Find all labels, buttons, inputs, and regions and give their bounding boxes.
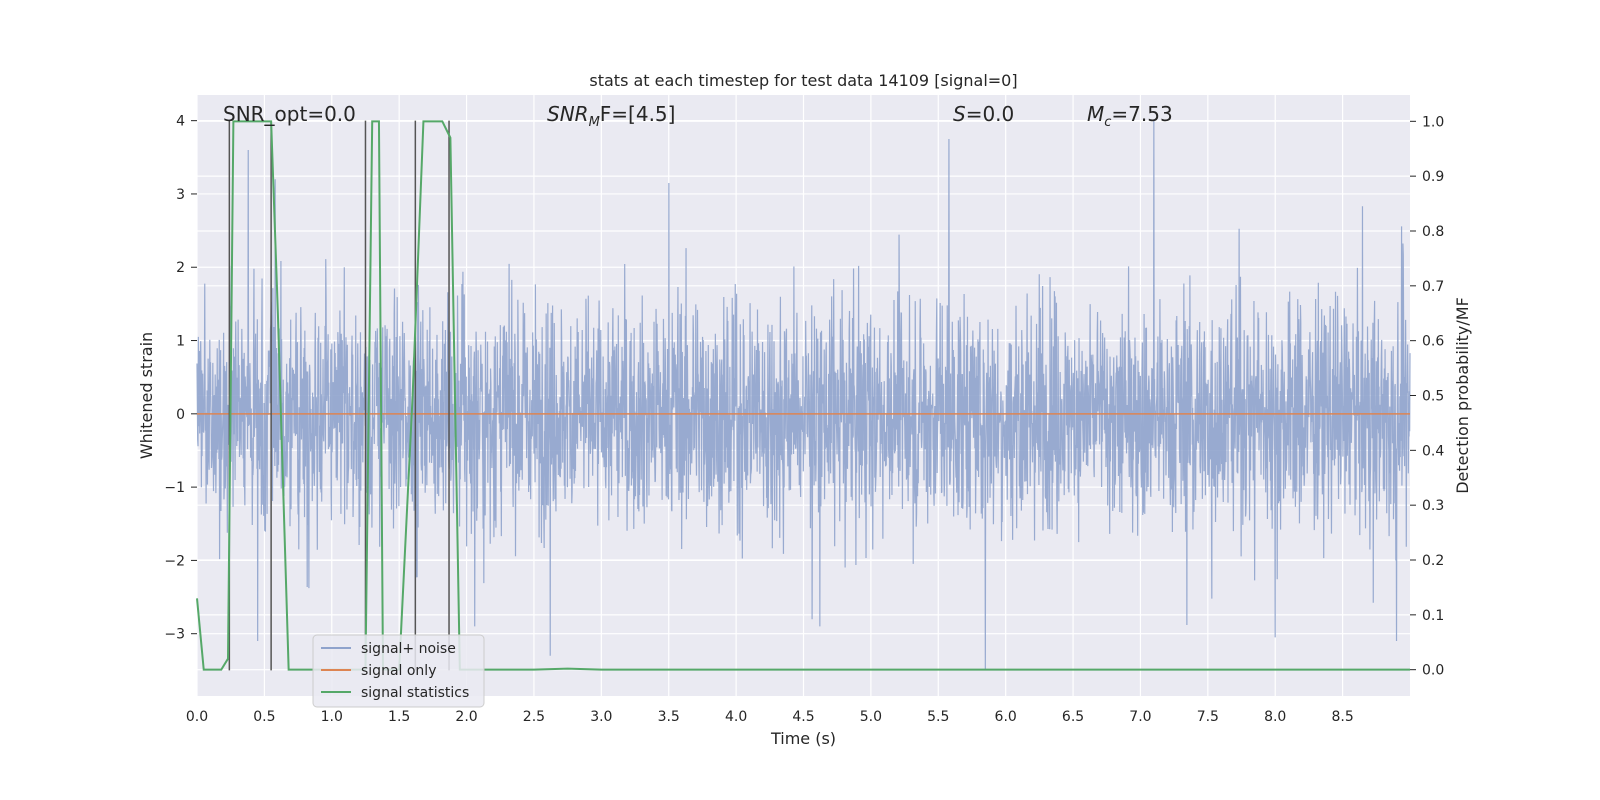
- legend-label-signal-noise: signal+ noise: [361, 641, 456, 657]
- mc-sub: c: [1104, 115, 1111, 130]
- annotation-snr-mf: SNRMF=[4.5]: [547, 102, 675, 130]
- x-axis-label: Time (s): [770, 729, 836, 748]
- legend: signal+ noise signal only signal statist…: [312, 634, 485, 708]
- mc-base: M: [1087, 102, 1104, 126]
- y-axis-label: Whitened strain: [137, 332, 156, 459]
- y-tick-label: −1: [164, 480, 185, 496]
- x-tick-label: 5.0: [860, 709, 882, 725]
- y2-tick-label: 0.6: [1422, 334, 1444, 350]
- series-line-signal-noise: [196, 120, 1411, 671]
- y2-tick-label: 0.1: [1422, 608, 1444, 624]
- y2-tick-label: 0.3: [1422, 498, 1444, 514]
- x-tick-label: 8.5: [1331, 709, 1353, 725]
- y2-tick-label: 1.0: [1422, 114, 1444, 130]
- y-tick-label: 2: [176, 260, 185, 276]
- snr-mf-rest: F=[4.5]: [600, 102, 676, 126]
- x-tick-label: 8.0: [1264, 709, 1286, 725]
- x-tick-label: 6.5: [1062, 709, 1084, 725]
- y-tick-label: 1: [176, 334, 185, 350]
- x-tick-label: 5.5: [927, 709, 949, 725]
- y2-tick-label: 0.4: [1422, 443, 1444, 459]
- x-tick-label: 7.0: [1129, 709, 1151, 725]
- x-tick-label: 1.5: [388, 709, 410, 725]
- y2-tick-label: 0.8: [1422, 224, 1444, 240]
- legend-label-signal-only: signal only: [361, 663, 436, 679]
- x-tick-label: 4.0: [725, 709, 747, 725]
- axis-ticks: 0.0 0.5 1.0 1.5 2.0 2.5 3.0 3.5 4.0 4.5 5.0 5.5 6.0 6…: [164, 114, 1444, 725]
- legend-box: [312, 634, 485, 708]
- x-tick-label: 2.0: [455, 709, 477, 725]
- x-tick-label: 4.5: [792, 709, 814, 725]
- x-tick-label: 0.5: [253, 709, 275, 725]
- y2-tick-label: 0.0: [1422, 663, 1444, 679]
- x-tick-label: 7.5: [1197, 709, 1219, 725]
- annotation-s: S=0.0: [953, 102, 1014, 126]
- x-tick-label: 3.5: [658, 709, 680, 725]
- y2-tick-label: 0.7: [1422, 279, 1444, 295]
- chart-title: stats at each timestep for test data 141…: [589, 71, 1017, 90]
- annotation-snr-opt: SNR_opt=0.0: [223, 102, 356, 126]
- snr-mf-base: SNR: [547, 102, 589, 126]
- y-tick-label: 3: [176, 187, 185, 203]
- y2-tick-label: 0.5: [1422, 389, 1444, 405]
- y2-axis-label: Detection probability/MF: [1453, 297, 1472, 494]
- x-tick-label: 2.5: [523, 709, 545, 725]
- y2-tick-label: 0.9: [1422, 169, 1444, 185]
- series-signal-noise: [196, 120, 1411, 671]
- y-tick-label: −3: [164, 627, 185, 643]
- x-tick-label: 6.0: [995, 709, 1017, 725]
- y-tick-label: −2: [164, 553, 185, 569]
- x-tick-label: 3.0: [590, 709, 612, 725]
- snr-mf-sub: M: [589, 115, 600, 130]
- mc-rest: =7.53: [1111, 102, 1172, 126]
- s-italic: S: [953, 102, 966, 126]
- legend-label-signal-statistics: signal statistics: [361, 685, 469, 701]
- x-tick-label: 0.0: [186, 709, 208, 725]
- y2-tick-label: 0.2: [1422, 553, 1444, 569]
- x-tick-label: 1.0: [321, 709, 343, 725]
- s-rest: =0.0: [966, 102, 1015, 126]
- y-tick-label: 4: [176, 114, 185, 130]
- y-tick-label: 0: [176, 407, 185, 423]
- annotation-mc: Mc=7.53: [1087, 102, 1173, 130]
